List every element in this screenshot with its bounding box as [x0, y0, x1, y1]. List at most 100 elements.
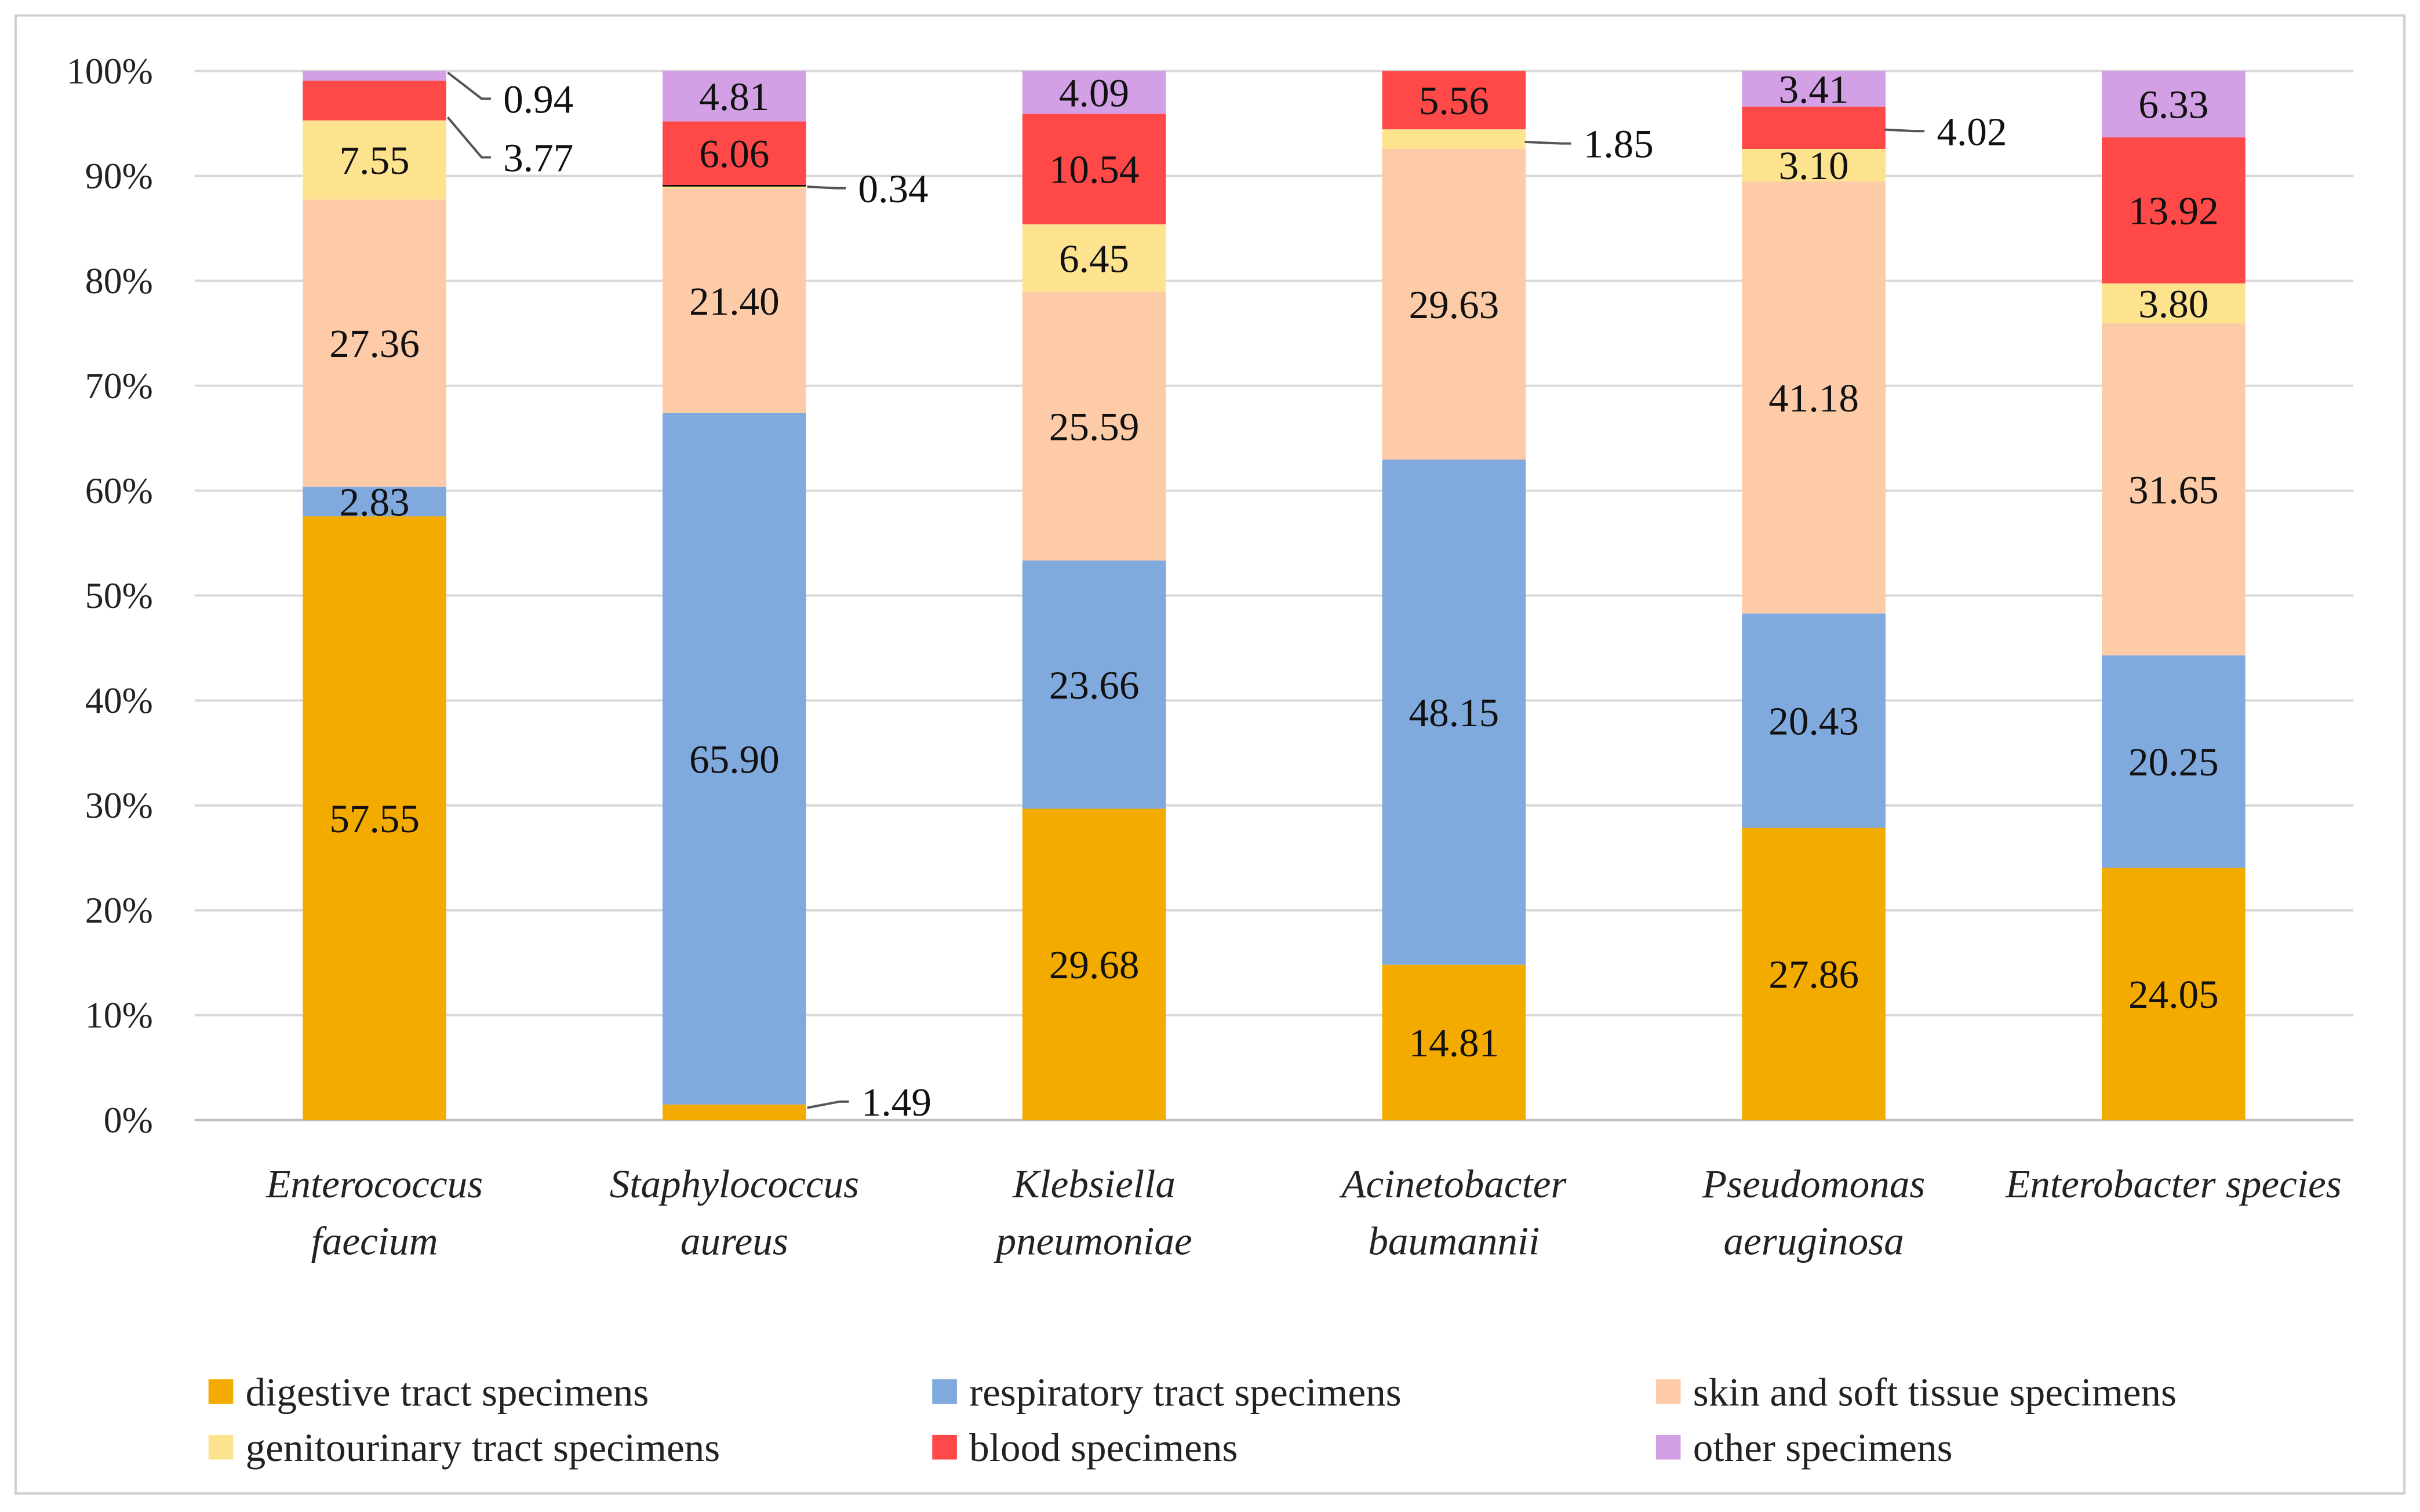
- data-label: 20.43: [1768, 698, 1859, 743]
- x-tick-label: baumannii: [1368, 1218, 1540, 1263]
- callout-line: [807, 185, 846, 190]
- data-label: 20.25: [2128, 739, 2219, 784]
- data-label: 48.15: [1409, 690, 1499, 735]
- data-label: 6.33: [2138, 82, 2208, 127]
- bar-segment: [303, 71, 446, 81]
- x-tick-label: Acinetobacter: [1339, 1161, 1567, 1206]
- y-tick-label: 40%: [85, 680, 153, 721]
- x-tick-label: Pseudomonas: [1702, 1161, 1925, 1206]
- y-tick-label: 50%: [85, 575, 153, 616]
- data-label: 27.86: [1768, 952, 1859, 997]
- bar-segment: [663, 413, 806, 1105]
- legend-label: genitourinary tract specimens: [246, 1425, 720, 1470]
- y-tick-label: 20%: [85, 890, 153, 931]
- legend-swatch: [208, 1434, 234, 1460]
- x-tick-label: Enterobacter species: [2005, 1161, 2342, 1206]
- x-tick-label: Enterococcus: [265, 1161, 483, 1206]
- bar-segment: [1742, 71, 1886, 107]
- bar-segment: [2102, 283, 2246, 323]
- bar-segment: [303, 120, 446, 200]
- data-label: 0.94: [503, 76, 573, 121]
- bar-segment: [663, 1104, 806, 1120]
- bar-segment: [1382, 129, 1526, 149]
- data-label: 3.80: [2138, 281, 2208, 326]
- y-tick-label: 0%: [104, 1099, 153, 1141]
- bar-segment: [663, 188, 806, 413]
- data-label: 14.81: [1409, 1021, 1499, 1065]
- x-tick-label: aureus: [680, 1218, 788, 1263]
- bar-segment: [1742, 148, 1886, 182]
- callout-line: [446, 116, 491, 159]
- legend-swatch: [932, 1379, 957, 1404]
- x-tick-label: aeruginosa: [1723, 1218, 1904, 1263]
- callout-line: [807, 1100, 849, 1109]
- y-tick-label: 30%: [85, 785, 153, 826]
- bar-segment: [1022, 224, 1166, 292]
- legend-label: other specimens: [1693, 1425, 1953, 1470]
- data-label: 3.41: [1779, 67, 1849, 111]
- legend-swatch: [932, 1434, 957, 1460]
- bar-segment: [1382, 964, 1526, 1120]
- data-label: 57.55: [329, 796, 420, 841]
- legend-label: respiratory tract specimens: [969, 1369, 1402, 1414]
- data-label: 7.55: [340, 138, 410, 183]
- callout-line: [1524, 140, 1571, 145]
- data-label: 1.49: [861, 1080, 931, 1124]
- bar-segment: [663, 121, 806, 185]
- data-label: 27.36: [329, 321, 420, 366]
- bar-segment: [1382, 71, 1526, 130]
- bar-segment: [2102, 868, 2246, 1120]
- bar-segment: [2102, 655, 2246, 868]
- y-tick-label: 10%: [85, 994, 153, 1036]
- bar-segment: [2102, 137, 2246, 284]
- legend-swatch: [1655, 1379, 1681, 1404]
- bar-segment: [1022, 808, 1166, 1120]
- bar-segment: [663, 71, 806, 122]
- y-tick-label: 80%: [85, 260, 153, 301]
- data-label: 0.34: [858, 166, 929, 211]
- data-label: 23.66: [1049, 662, 1140, 707]
- data-label: 31.65: [2128, 467, 2219, 512]
- bar-segment: [1742, 107, 1886, 149]
- data-label: 6.06: [699, 131, 769, 176]
- bar-segment: [2102, 323, 2246, 655]
- bar-segment: [1022, 560, 1166, 809]
- data-label: 4.09: [1059, 70, 1129, 115]
- legend-label: skin and soft tissue specimens: [1693, 1369, 2177, 1414]
- y-tick-label: 60%: [85, 470, 153, 511]
- bar-segment: [1382, 148, 1526, 460]
- x-tick-label: pneumoniae: [993, 1218, 1192, 1263]
- bar-segment: [303, 516, 446, 1120]
- legend-label: blood specimens: [969, 1425, 1238, 1470]
- x-tick-label: faecium: [311, 1218, 438, 1263]
- bar-segment: [1022, 292, 1166, 561]
- bar-segment: [1742, 181, 1886, 614]
- data-label: 2.83: [340, 479, 410, 524]
- bar-segment: [1382, 460, 1526, 965]
- data-label: 25.59: [1049, 404, 1140, 449]
- callout-line: [447, 71, 491, 100]
- x-tick-label: Staphylococcus: [610, 1161, 859, 1206]
- data-label: 24.05: [2128, 972, 2219, 1016]
- data-label: 4.81: [699, 74, 769, 119]
- bar-segment: [1742, 613, 1886, 828]
- bar-segment: [1742, 828, 1886, 1120]
- data-label: 6.45: [1059, 236, 1129, 280]
- legend-swatch: [1655, 1434, 1681, 1460]
- y-tick-label: 90%: [85, 155, 153, 196]
- bar-segment: [1022, 114, 1166, 225]
- data-label: 13.92: [2128, 188, 2219, 233]
- bar-segment: [303, 81, 446, 121]
- x-tick-label: Klebsiella: [1012, 1161, 1176, 1206]
- bar-segment: [2102, 71, 2246, 138]
- data-label: 29.68: [1049, 942, 1140, 987]
- data-label: 65.90: [689, 737, 780, 781]
- data-label: 21.40: [689, 279, 780, 323]
- data-label: 1.85: [1584, 122, 1654, 166]
- y-tick-label: 70%: [85, 365, 153, 406]
- data-label: 10.54: [1049, 147, 1140, 192]
- bar-segment: [663, 185, 806, 189]
- bar-segment: [303, 199, 446, 487]
- data-label: 41.18: [1768, 376, 1859, 420]
- data-label: 5.56: [1419, 78, 1489, 123]
